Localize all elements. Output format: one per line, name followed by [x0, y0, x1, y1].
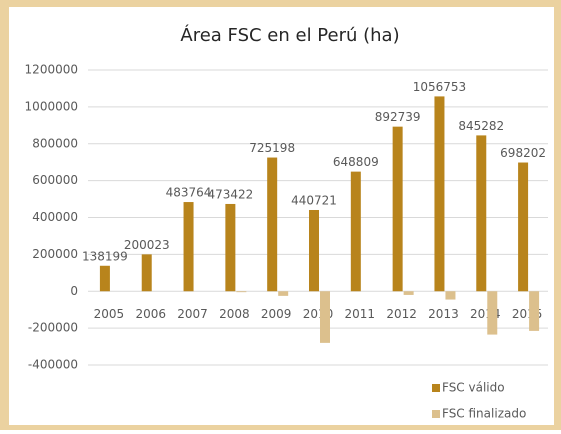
data-label: 473422 — [207, 187, 253, 201]
data-label: 892739 — [375, 110, 421, 124]
x-tick-label: 2009 — [261, 307, 292, 321]
bar — [403, 291, 414, 295]
data-label: 200023 — [124, 238, 170, 252]
x-tick-label: 2013 — [428, 307, 459, 321]
bar — [141, 254, 152, 292]
y-tick-label: 0 — [70, 284, 78, 298]
data-label: 648809 — [333, 155, 379, 169]
data-label: 725198 — [249, 141, 295, 155]
bar — [99, 265, 110, 292]
bar — [309, 209, 319, 292]
bar — [518, 162, 529, 292]
bar — [476, 135, 487, 292]
bar — [267, 157, 278, 292]
data-label: 483764 — [166, 186, 212, 200]
x-tick-label: 2006 — [135, 307, 166, 321]
data-label: 1056753 — [413, 80, 466, 94]
legend-label: FSC finalizado — [442, 407, 526, 421]
legend-label: FSC válido — [442, 381, 505, 395]
y-tick-label: 1000000 — [25, 99, 78, 113]
bar — [487, 291, 498, 335]
y-tick-label: 400000 — [32, 210, 78, 224]
bar — [236, 291, 247, 293]
y-tick-label: 1200000 — [25, 63, 78, 77]
data-label: 440721 — [291, 193, 337, 207]
chart-title: Área FSC en el Perú (ha) — [180, 24, 399, 46]
bar — [529, 291, 540, 331]
bar — [278, 291, 289, 296]
legend-swatch — [432, 410, 440, 418]
x-tick-label: 2012 — [386, 307, 417, 321]
data-label: 698202 — [500, 146, 546, 160]
bar — [392, 126, 403, 292]
data-label: 845282 — [458, 119, 504, 133]
y-tick-label: 800000 — [32, 136, 78, 150]
x-tick-label: 2007 — [177, 307, 208, 321]
y-tick-label: -400000 — [28, 358, 78, 372]
y-tick-label: -200000 — [28, 321, 78, 335]
x-tick-label: 2008 — [219, 307, 250, 321]
bar — [434, 96, 445, 292]
data-label: 138199 — [82, 249, 128, 263]
bar — [350, 171, 361, 292]
bar — [183, 202, 194, 292]
bar — [320, 291, 330, 343]
legend-swatch — [432, 384, 440, 392]
y-tick-label: 200000 — [32, 247, 78, 261]
bar — [225, 203, 236, 292]
bar — [445, 291, 456, 300]
y-tick-label: 600000 — [32, 173, 78, 187]
x-tick-label: 2005 — [94, 307, 125, 321]
panel — [9, 7, 554, 425]
x-tick-label: 2011 — [345, 307, 376, 321]
